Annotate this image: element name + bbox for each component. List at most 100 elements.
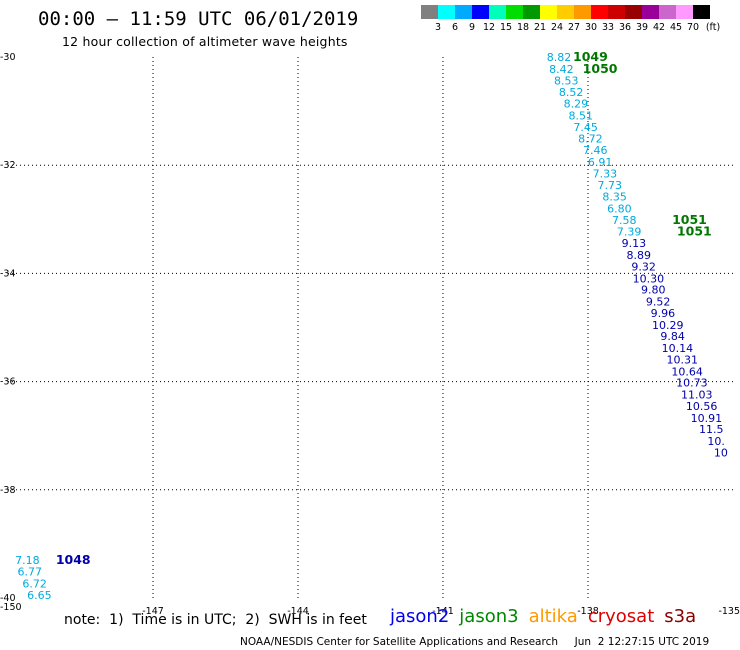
color-scale-label: 70	[686, 22, 700, 33]
swh-data-point: 11.5	[699, 423, 724, 436]
swh-data-point: 10.	[707, 435, 725, 448]
color-scale-label: 36	[618, 22, 632, 33]
swh-data-point: 6.65	[27, 589, 52, 602]
color-scale-label: 27	[567, 22, 581, 33]
swh-data-point: 10.31	[667, 353, 699, 366]
swh-data-point: 8.89	[627, 249, 652, 262]
swh-data-point: 11.03	[681, 389, 713, 402]
swh-data-point: 6.77	[18, 565, 43, 578]
color-swatch	[591, 5, 608, 19]
swh-data-point: 8.51	[569, 109, 594, 122]
swh-data-point: 9.13	[622, 237, 647, 250]
footer-credit: NOAA/NESDIS Center for Satellite Applica…	[240, 636, 710, 648]
track-number-label: 1049	[573, 49, 608, 64]
color-scale-label: 21	[533, 22, 547, 33]
track-number-label: 1048	[56, 552, 91, 567]
color-scale-label: 30	[584, 22, 598, 33]
lon-tick-label: -144	[287, 606, 309, 617]
lon-tick-label: -138	[577, 606, 599, 617]
track-number-label: 1051	[672, 212, 707, 227]
lon-tick-label: -141	[432, 606, 454, 617]
swh-data-point: 7.58	[612, 214, 637, 227]
swh-data-point: 10.91	[691, 412, 723, 425]
color-scale-label: 18	[516, 22, 530, 33]
color-swatch	[489, 5, 506, 19]
track-number-label: 1051	[677, 224, 712, 239]
swh-data-point: 7.45	[573, 121, 598, 134]
swh-data-point: 10.30	[633, 272, 665, 285]
color-swatch	[625, 5, 642, 19]
swh-data-point: 7.33	[593, 167, 618, 180]
swh-data-point: 8.82	[547, 51, 572, 64]
color-scale-label: 39	[635, 22, 649, 33]
color-swatch	[540, 5, 557, 19]
swh-data-point: 10.56	[686, 400, 718, 413]
swh-data-point: 10.14	[662, 342, 694, 355]
swh-data-point: 10	[714, 446, 728, 459]
color-scale-label: (ft)	[705, 22, 721, 33]
color-swatch	[557, 5, 574, 19]
color-scale-swatches	[421, 5, 710, 19]
color-swatch	[506, 5, 523, 19]
swh-data-point: 7.39	[617, 226, 642, 239]
chart-subtitle: 12 hour collection of altimeter wave hei…	[62, 34, 348, 49]
swh-data-point: 8.42	[549, 63, 574, 76]
color-scale-label: 42	[652, 22, 666, 33]
swh-data-point: 7.18	[15, 554, 40, 567]
swh-data-point: 8.53	[554, 74, 579, 87]
lon-tick-label: -147	[142, 606, 164, 617]
color-scale-label: 33	[601, 22, 615, 33]
swh-data-point: 9.84	[660, 330, 685, 343]
lon-tick-label: -150	[0, 602, 22, 613]
swh-data-point: 8.35	[602, 191, 627, 204]
color-scale-label: 12	[482, 22, 496, 33]
swh-data-point: 9.52	[646, 296, 671, 309]
color-scale-legend: 3 6 9 12 15 18 21 24 27 30 33 36 39 42 45 70 (ft)	[421, 5, 720, 33]
track-number-label: 1050	[583, 61, 618, 76]
color-scale-labels: 3 6 9 12 15 18 21 24 27 30 33 36 39 42 45 70 (ft)	[421, 19, 720, 33]
color-swatch	[693, 5, 710, 19]
color-scale-label: 15	[499, 22, 513, 33]
swh-data-point: 9.96	[651, 307, 676, 320]
swh-data-point: 8.29	[564, 98, 589, 111]
swh-data-point: 9.32	[631, 260, 656, 273]
color-swatch	[421, 5, 438, 19]
swh-data-point: 7.73	[598, 179, 623, 192]
lat-tick-label: -38	[0, 485, 16, 496]
swh-data-point: 8.72	[578, 133, 603, 146]
color-scale-label: 9	[468, 22, 476, 33]
color-swatch	[574, 5, 591, 19]
swh-data-point: 6.72	[22, 577, 47, 590]
swh-data-point: 8.52	[559, 86, 584, 99]
color-swatch	[608, 5, 625, 19]
satellite-legend: jason2 jason3 altika cryosat s3a	[390, 606, 706, 627]
lat-tick-label: -30	[0, 52, 16, 63]
color-scale-label: 45	[669, 22, 683, 33]
lon-tick-label: -135	[718, 606, 740, 617]
swh-data-point: 9.80	[641, 284, 666, 297]
color-swatch	[523, 5, 540, 19]
color-swatch	[455, 5, 472, 19]
color-swatch	[642, 5, 659, 19]
satellite-legend-altika: altika	[528, 606, 578, 627]
swh-data-point: 6.91	[588, 156, 613, 169]
color-scale-label: 3	[434, 22, 442, 33]
swh-data-point: 10.73	[676, 377, 708, 390]
color-scale-label: 24	[550, 22, 564, 33]
lat-tick-label: -34	[0, 268, 16, 279]
color-swatch	[438, 5, 455, 19]
chart-title: 00:00 – 11:59 UTC 06/01/2019	[38, 8, 359, 30]
swh-data-point: 10.29	[652, 319, 684, 332]
color-scale-label: 6	[451, 22, 459, 33]
satellite-legend-cryosat: cryosat	[587, 606, 655, 627]
satellite-legend-jason2: jason2	[390, 606, 450, 627]
swh-data-point: 10.64	[671, 365, 703, 378]
lat-tick-label: -40	[0, 593, 16, 604]
note-text: note: 1) Time is in UTC; 2) SWH is in fe…	[64, 612, 367, 628]
satellite-legend-jason3: jason3	[459, 606, 519, 627]
color-swatch	[676, 5, 693, 19]
color-swatch	[472, 5, 489, 19]
swh-data-point: 7.46	[583, 144, 608, 157]
swh-data-point: 6.80	[607, 202, 632, 215]
